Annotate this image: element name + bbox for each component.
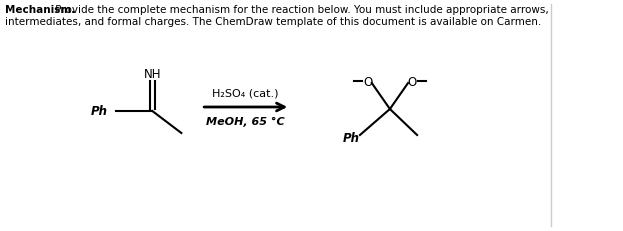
Text: Ph: Ph <box>91 105 108 118</box>
Text: intermediates, and formal charges. The ChemDraw template of this document is ava: intermediates, and formal charges. The C… <box>4 17 541 27</box>
Text: H₂SO₄ (cat.): H₂SO₄ (cat.) <box>212 88 279 97</box>
Text: O: O <box>363 75 373 88</box>
Text: Ph: Ph <box>343 131 359 144</box>
Text: Provide the complete mechanism for the reaction below. You must include appropri: Provide the complete mechanism for the r… <box>52 5 548 15</box>
Text: O: O <box>407 75 416 88</box>
Text: MeOH, 65 °C: MeOH, 65 °C <box>206 116 285 127</box>
Text: NH: NH <box>143 67 161 80</box>
Text: Mechanism.: Mechanism. <box>4 5 75 15</box>
